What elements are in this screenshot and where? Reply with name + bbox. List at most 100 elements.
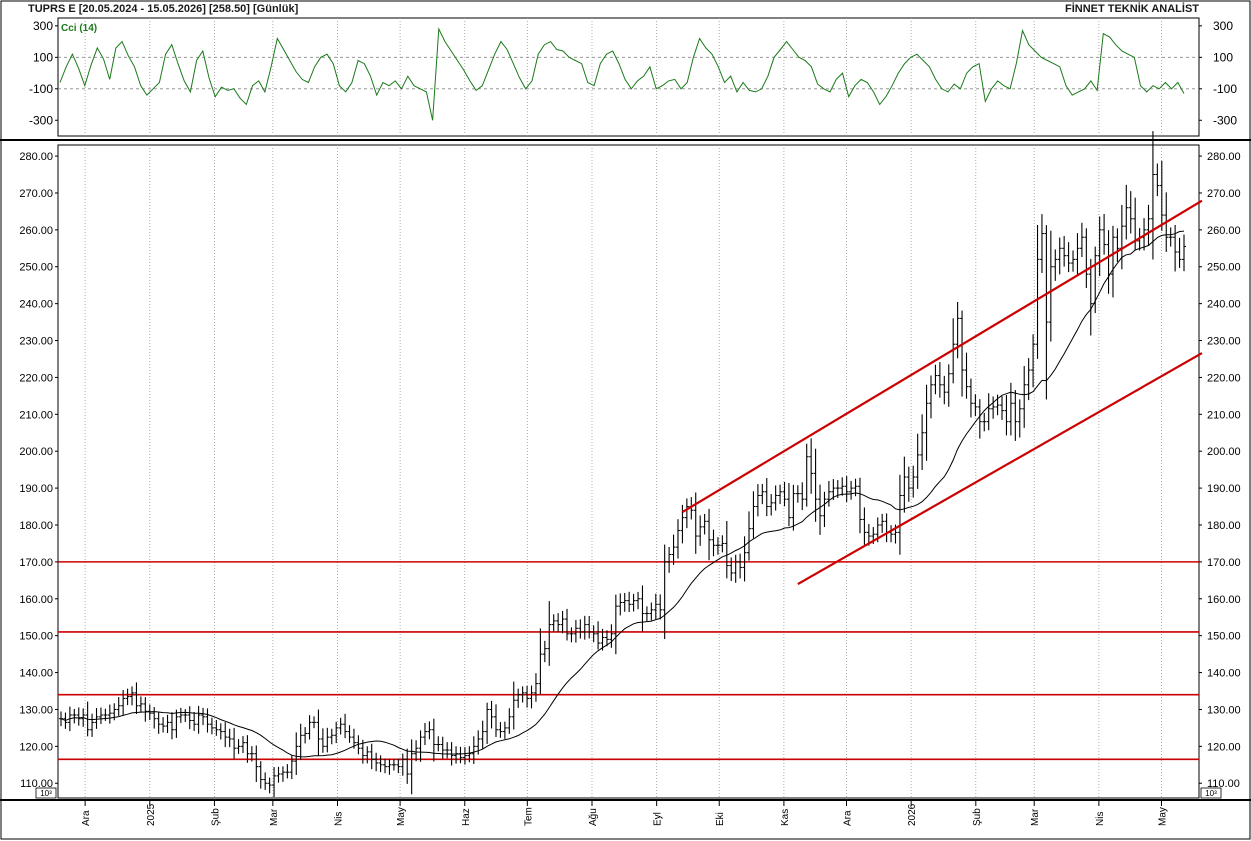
ohlc-bar [152,707,157,729]
x-tick-label: Tem [523,807,534,826]
ohlc-bar [742,536,747,582]
ohlc-bar [755,484,760,517]
ohlc-bar [1106,230,1111,294]
ohlc-bar [502,721,507,739]
ohlc-bar [400,753,405,776]
ohlc-bar [1173,224,1178,272]
ohlc-bar [1013,390,1018,441]
ohlc-bar [644,606,649,621]
ohlc-bar [982,412,987,432]
ohlc-bar [138,696,143,713]
ohlc-bar [329,728,334,745]
ohlc-bar [702,513,707,535]
ohlc-bar [294,732,299,775]
x-tick-label: May [396,807,407,826]
x-tick-label: 2025 [146,803,157,826]
price-ytick-right: 260.00 [1207,225,1241,237]
ohlc-bar [1044,225,1049,400]
ohlc-bar [1062,236,1067,267]
price-panel [58,131,1203,797]
ohlc-bar [631,593,636,612]
ohlc-bar [596,621,601,650]
ohlc-bar [493,704,498,738]
ohlc-bar [533,673,538,702]
ohlc-bar [161,717,166,733]
ohlc-bar [458,746,463,764]
ohlc-bar [911,465,916,498]
ohlc-bar [884,513,889,543]
ohlc-bar [303,727,308,744]
upper-channel-line [681,199,1203,514]
ohlc-bar [94,708,99,729]
ohlc-bar [609,624,614,648]
ohlc-bar [125,688,130,706]
ohlc-bar [671,534,676,565]
ohlc-bar [991,396,996,419]
x-tick-label: Eyl [653,812,664,826]
cci-panel: Cci (14) [58,23,1199,121]
ohlc-bar [715,537,720,555]
price-ytick-right: 130.00 [1207,704,1241,716]
price-ytick-left: 240.00 [19,299,53,311]
ohlc-bar [582,615,587,640]
ohlc-bar [360,739,365,764]
ohlc-bar [649,602,654,621]
ohlc-bar [747,511,752,561]
ohlc-bar [405,748,410,784]
ohlc-bar [724,521,729,579]
ohlc-bar [578,619,583,639]
ohlc-bar [1000,396,1005,420]
ohlc-bar [809,438,814,494]
ohlc-bar [560,610,565,634]
ohlc-bar [622,593,627,612]
x-tick-label: Mar [269,808,280,826]
ohlc-bar [693,492,698,554]
price-ytick-right: 170.00 [1207,557,1241,569]
ohlc-bar [205,708,210,733]
ohlc-bar [440,736,445,759]
ohlc-bar [902,456,907,513]
price-ytick-left: 140.00 [19,668,53,680]
ohlc-bar [525,685,530,708]
ohlc-bar [889,525,894,543]
ohlc-bar [218,723,223,740]
price-ytick-left: 280.00 [19,151,53,163]
price-ytick-left: 210.00 [19,409,53,421]
price-ytick-right: 180.00 [1207,520,1241,532]
ohlc-bar [325,727,330,753]
ohlc-bar [764,478,769,517]
ohlc-bar [516,688,521,708]
ohlc-bar [1084,228,1089,288]
ohlc-bar [977,399,982,439]
x-tick-label: Ağu [588,808,599,826]
ohlc-bar [121,690,126,715]
ohlc-bar [547,601,552,666]
ohlc-bar [591,625,596,643]
ohlc-bar [312,716,317,729]
ohlc-bar [933,364,938,395]
x-tick-label: 2026 [907,803,918,826]
ohlc-bar [263,772,268,790]
ohlc-bar [529,685,534,709]
ohlc-bar [600,628,605,651]
ohlc-bar [130,686,135,706]
ohlc-bar [374,752,379,772]
ohlc-bar [640,585,645,632]
ohlc-bar [822,491,827,527]
ohlc-bar [1159,160,1164,231]
unit-box [1200,787,1222,799]
ohlc-bar [662,544,667,640]
ohlc-bar [675,519,680,559]
ohlc-bar [795,485,800,503]
cci-line [59,27,1185,121]
ohlc-bar [174,709,179,738]
unit-label: 10³ [40,789,52,798]
ohlc-bar [986,393,991,431]
ohlc-bar [960,310,965,397]
ohlc-bar [818,484,823,535]
ohlc-bar [462,747,467,765]
price-ytick-left: 150.00 [19,631,53,643]
ohlc-bar [658,594,663,620]
ohlc-bar [240,736,245,754]
ohlc-bar [653,593,658,620]
